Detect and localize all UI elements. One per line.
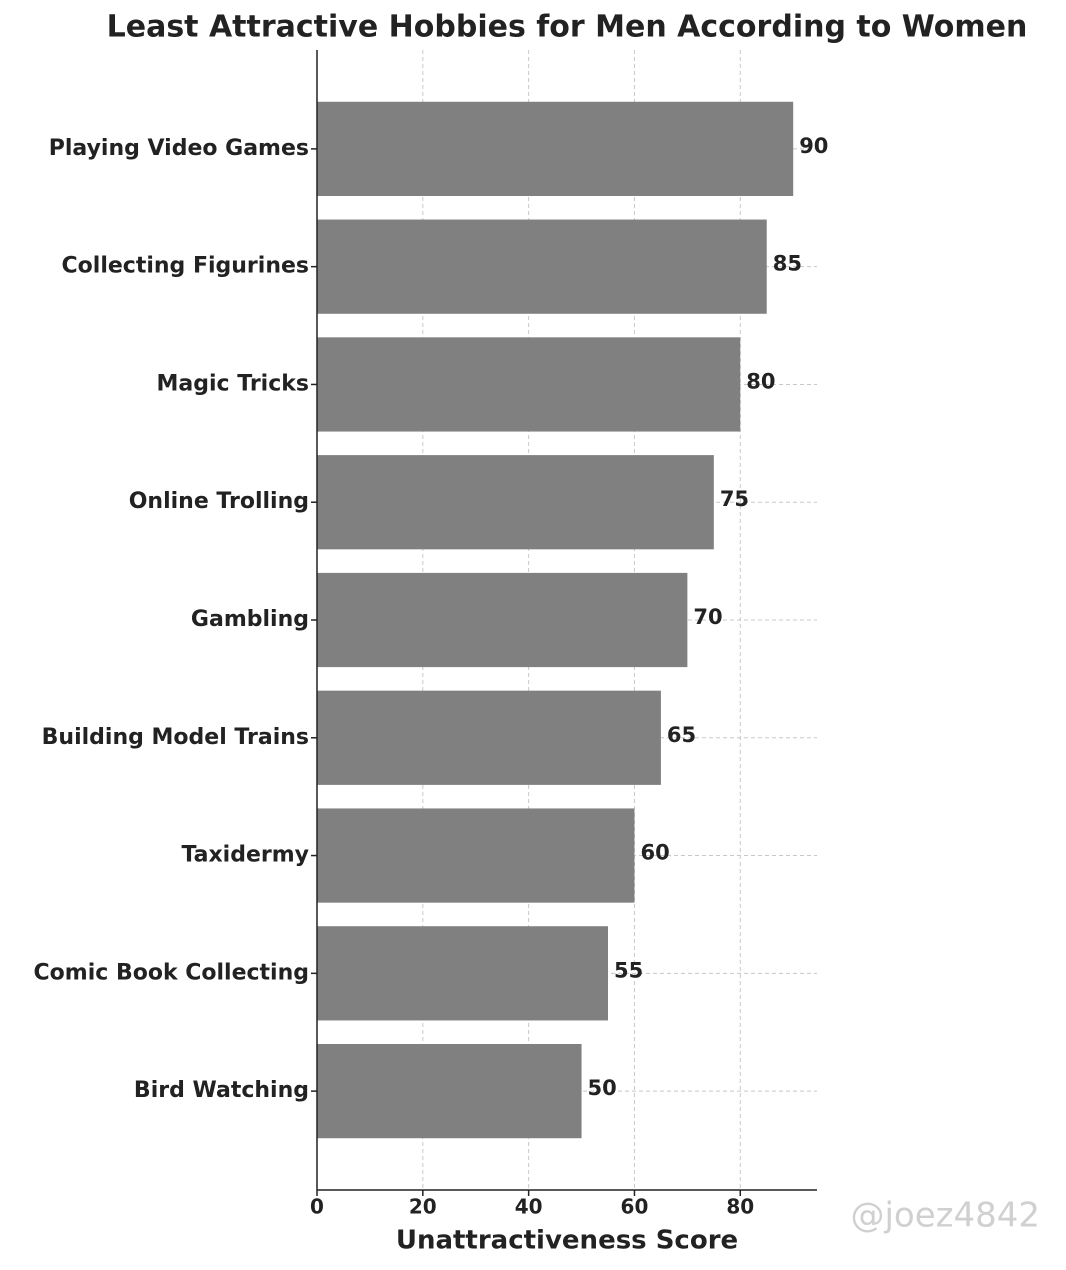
value-label: 65 — [667, 723, 696, 747]
y-tick-label: Gambling — [191, 607, 309, 632]
x-tick-label: 0 — [310, 1195, 324, 1219]
value-label: 70 — [693, 605, 722, 629]
bar — [317, 926, 609, 1021]
bar — [317, 101, 794, 196]
value-label: 55 — [614, 958, 643, 982]
bar — [317, 1044, 582, 1139]
chart-title: Least Attractive Hobbies for Men Accordi… — [107, 10, 1028, 45]
y-tick-label: Comic Book Collecting — [34, 960, 309, 985]
y-tick-label: Magic Tricks — [157, 371, 309, 396]
value-label: 50 — [588, 1076, 617, 1100]
x-axis-label: Unattractiveness Score — [396, 1226, 738, 1256]
x-tick-label: 80 — [726, 1195, 754, 1219]
bar — [317, 455, 714, 550]
bar — [317, 219, 767, 314]
value-label: 85 — [773, 252, 802, 276]
y-tick-label: Building Model Trains — [42, 725, 309, 750]
bar — [317, 690, 661, 785]
y-tick-label: Online Trolling — [129, 489, 309, 514]
bar — [317, 572, 688, 668]
y-tick-label: Bird Watching — [134, 1078, 309, 1103]
value-label: 80 — [746, 369, 775, 393]
y-tick-label: Collecting Figurines — [62, 254, 309, 279]
y-tick-label: Playing Video Games — [49, 136, 309, 161]
value-label: 60 — [640, 841, 669, 865]
bar — [317, 808, 635, 903]
bar — [317, 337, 741, 432]
value-label: 90 — [799, 134, 828, 158]
value-label: 75 — [720, 487, 749, 511]
x-tick-label: 20 — [409, 1195, 437, 1219]
y-tick-label: Taxidermy — [181, 843, 309, 868]
watermark: @joez4842 — [850, 1196, 1040, 1236]
x-tick-label: 40 — [515, 1195, 543, 1219]
x-tick-label: 60 — [621, 1195, 649, 1219]
